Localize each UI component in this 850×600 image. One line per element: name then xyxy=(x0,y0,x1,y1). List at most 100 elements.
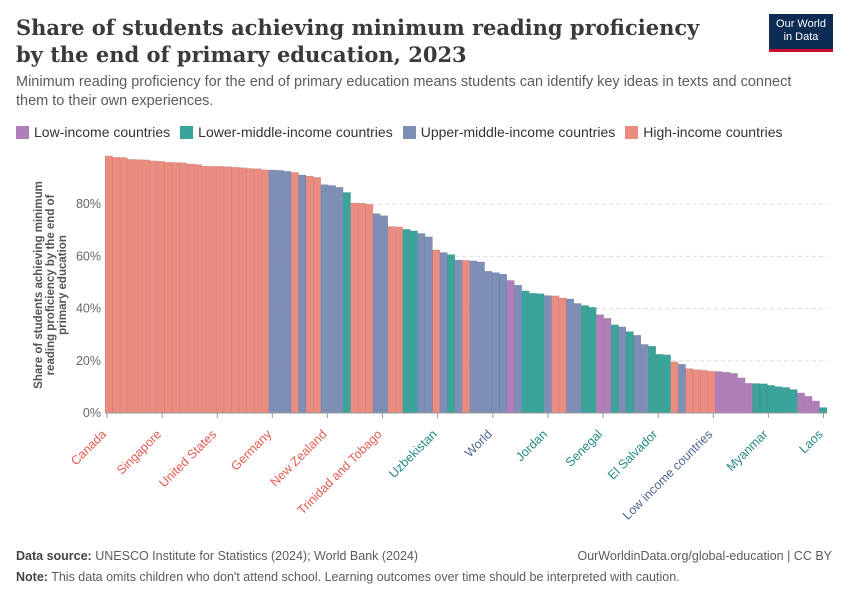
bar[interactable] xyxy=(365,203,374,414)
bar[interactable] xyxy=(484,271,493,414)
bar[interactable] xyxy=(558,297,567,414)
legend-item-upper-middle-income[interactable]: Upper-middle-income countries xyxy=(402,124,615,140)
bar[interactable] xyxy=(231,166,240,414)
bar[interactable] xyxy=(320,184,329,414)
bar[interactable] xyxy=(268,169,277,414)
bar[interactable] xyxy=(767,385,776,414)
bar[interactable] xyxy=(290,172,299,414)
bar[interactable] xyxy=(603,318,612,414)
bar[interactable] xyxy=(380,215,389,414)
bar[interactable] xyxy=(432,249,441,414)
bar[interactable] xyxy=(127,159,136,414)
bar[interactable] xyxy=(737,377,746,414)
bar[interactable] xyxy=(395,226,403,414)
bar[interactable] xyxy=(350,202,359,414)
bar[interactable] xyxy=(141,159,150,414)
bar[interactable] xyxy=(663,354,671,414)
bar[interactable] xyxy=(149,160,158,414)
bar[interactable] xyxy=(104,155,113,414)
bar[interactable] xyxy=(581,305,590,414)
bar[interactable] xyxy=(640,344,649,414)
bar[interactable] xyxy=(112,156,121,414)
bar[interactable] xyxy=(722,372,731,414)
bar[interactable] xyxy=(447,254,456,414)
bar[interactable] xyxy=(171,162,180,414)
bar[interactable] xyxy=(387,226,396,414)
bar[interactable] xyxy=(625,331,634,414)
bar[interactable] xyxy=(506,280,515,414)
bar[interactable] xyxy=(543,295,552,414)
bar[interactable] xyxy=(610,324,619,414)
source-text[interactable]: UNESCO Institute for Statistics (2024); … xyxy=(95,549,419,563)
bar[interactable] xyxy=(409,230,418,414)
bar[interactable] xyxy=(789,389,798,414)
bar[interactable] xyxy=(476,261,485,414)
bar[interactable] xyxy=(811,400,820,414)
bar[interactable] xyxy=(216,166,225,414)
bar[interactable] xyxy=(759,383,768,414)
bar[interactable] xyxy=(313,177,322,414)
bar[interactable] xyxy=(707,370,716,414)
legend-item-lower-middle-income[interactable]: Lower-middle-income countries xyxy=(180,124,393,140)
bar[interactable] xyxy=(804,396,813,414)
bar[interactable] xyxy=(715,371,724,414)
bar[interactable] xyxy=(357,202,366,414)
bar[interactable] xyxy=(179,162,188,414)
bar[interactable] xyxy=(677,363,686,414)
bar[interactable] xyxy=(275,170,284,414)
bar[interactable] xyxy=(521,290,530,414)
bar[interactable] xyxy=(700,369,709,414)
bar[interactable] xyxy=(551,295,560,414)
bar[interactable] xyxy=(782,387,791,414)
bar[interactable] xyxy=(246,168,255,414)
bar[interactable] xyxy=(261,169,269,414)
legend-item-high-income[interactable]: High-income countries xyxy=(625,124,783,140)
footer-url[interactable]: OurWorldinData.org/global-education | CC… xyxy=(577,549,832,563)
bar[interactable] xyxy=(186,163,195,414)
bar[interactable] xyxy=(536,293,545,414)
bar[interactable] xyxy=(774,386,783,414)
bar[interactable] xyxy=(596,314,604,414)
bar[interactable] xyxy=(752,383,761,414)
bar[interactable] xyxy=(529,292,537,414)
bar[interactable] xyxy=(194,164,203,414)
bar[interactable] xyxy=(744,383,753,414)
bar[interactable] xyxy=(618,326,627,414)
bar[interactable] xyxy=(253,168,262,414)
bar[interactable] xyxy=(402,229,411,414)
bar[interactable] xyxy=(462,260,470,414)
bar[interactable] xyxy=(655,354,664,414)
bar[interactable] xyxy=(439,252,448,414)
bar[interactable] xyxy=(156,160,165,414)
bar[interactable] xyxy=(648,345,657,414)
bar[interactable] xyxy=(201,165,210,414)
owid-logo[interactable]: Our World in Data xyxy=(769,14,833,52)
bar[interactable] xyxy=(134,159,143,414)
bar[interactable] xyxy=(670,361,679,414)
bar[interactable] xyxy=(298,174,307,414)
bar[interactable] xyxy=(342,192,351,414)
bar[interactable] xyxy=(119,157,128,414)
bar[interactable] xyxy=(729,373,738,414)
bar[interactable] xyxy=(796,392,805,414)
bar[interactable] xyxy=(469,260,478,414)
legend-item-low-income[interactable]: Low-income countries xyxy=(16,124,170,140)
bar[interactable] xyxy=(588,307,597,414)
bar[interactable] xyxy=(335,186,344,414)
bar[interactable] xyxy=(514,284,523,414)
bar[interactable] xyxy=(283,171,292,414)
bar[interactable] xyxy=(491,272,500,414)
bar[interactable] xyxy=(328,185,336,414)
bar[interactable] xyxy=(819,407,828,414)
bar[interactable] xyxy=(305,175,314,414)
bar[interactable] xyxy=(238,167,247,414)
bar[interactable] xyxy=(454,259,463,414)
bar[interactable] xyxy=(685,368,694,414)
bar[interactable] xyxy=(372,213,381,414)
bar[interactable] xyxy=(417,233,426,414)
bar[interactable] xyxy=(499,273,508,414)
bar[interactable] xyxy=(223,166,232,414)
bar[interactable] xyxy=(573,303,582,414)
bar[interactable] xyxy=(566,298,575,414)
bar[interactable] xyxy=(633,334,642,414)
